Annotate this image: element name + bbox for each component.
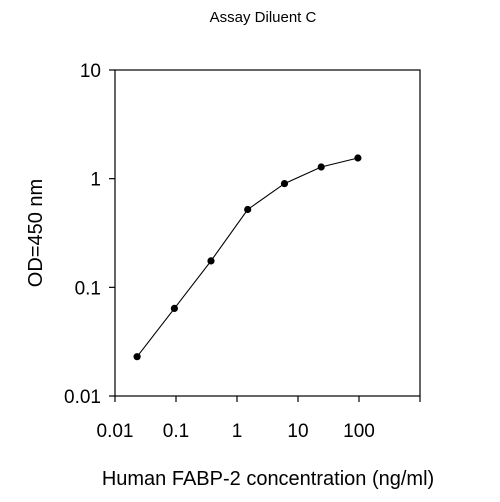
x-axis-label: Human FABP-2 concentration (ng/ml) bbox=[102, 468, 434, 490]
data-point-4 bbox=[280, 180, 289, 188]
plot-frame bbox=[114, 69, 421, 397]
x-tick-label-2: 1 bbox=[232, 421, 243, 442]
data-point-1 bbox=[170, 304, 178, 312]
y-axis-label: OD=450 nm bbox=[25, 179, 47, 287]
series-layer bbox=[133, 154, 362, 361]
x-tick-label-4: 100 bbox=[343, 421, 375, 442]
y-tick-label-0: 0.01 bbox=[64, 387, 101, 408]
x-tick-label-1: 0.1 bbox=[163, 421, 189, 442]
data-point-6 bbox=[354, 154, 362, 162]
y-tick-label-2: 1 bbox=[90, 170, 101, 191]
chart-title: Assay Diluent C bbox=[210, 9, 317, 26]
x-tick-label-0: 0.01 bbox=[97, 421, 134, 442]
data-point-0 bbox=[133, 353, 141, 361]
y-axis: 0.01 0.1 1 10 bbox=[64, 61, 115, 408]
data-point-5 bbox=[317, 163, 325, 171]
data-point-3 bbox=[244, 205, 252, 214]
series-line-0 bbox=[136, 157, 359, 358]
x-tick-label-3: 10 bbox=[287, 421, 308, 442]
y-tick-label-3: 10 bbox=[80, 61, 101, 82]
data-point-2 bbox=[207, 257, 215, 265]
y-tick-label-1: 0.1 bbox=[75, 278, 101, 299]
x-axis: 0.01 0.1 1 10 100 bbox=[97, 396, 421, 442]
